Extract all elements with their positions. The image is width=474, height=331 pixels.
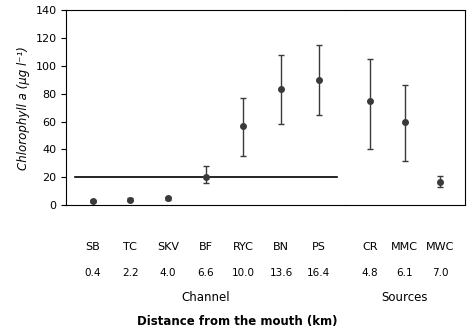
Text: Sources: Sources (382, 291, 428, 304)
Text: 4.0: 4.0 (160, 268, 176, 278)
Text: TC: TC (123, 242, 137, 252)
Text: MWC: MWC (426, 242, 454, 252)
Text: SB: SB (85, 242, 100, 252)
Text: PS: PS (312, 242, 326, 252)
Text: 13.6: 13.6 (269, 268, 292, 278)
Text: 4.8: 4.8 (361, 268, 378, 278)
Text: Distance from the mouth (km): Distance from the mouth (km) (137, 315, 337, 328)
Text: MMC: MMC (392, 242, 418, 252)
Text: 16.4: 16.4 (307, 268, 330, 278)
Text: SKV: SKV (157, 242, 179, 252)
Text: 6.1: 6.1 (396, 268, 413, 278)
Text: 6.6: 6.6 (197, 268, 214, 278)
Text: 10.0: 10.0 (232, 268, 255, 278)
Text: 7.0: 7.0 (432, 268, 448, 278)
Text: BN: BN (273, 242, 289, 252)
Text: 2.2: 2.2 (122, 268, 139, 278)
Text: BF: BF (199, 242, 213, 252)
Text: Channel: Channel (182, 291, 230, 304)
Text: CR: CR (362, 242, 377, 252)
Text: 0.4: 0.4 (84, 268, 101, 278)
Y-axis label: Chlorophyll a (μg l⁻¹): Chlorophyll a (μg l⁻¹) (17, 46, 30, 169)
Text: RYC: RYC (233, 242, 254, 252)
